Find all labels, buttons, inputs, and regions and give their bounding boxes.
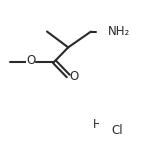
Text: O: O — [70, 70, 79, 83]
Text: NH₂: NH₂ — [108, 25, 130, 38]
Text: Cl: Cl — [111, 124, 123, 137]
Text: O: O — [26, 54, 35, 67]
Text: H: H — [93, 118, 102, 131]
